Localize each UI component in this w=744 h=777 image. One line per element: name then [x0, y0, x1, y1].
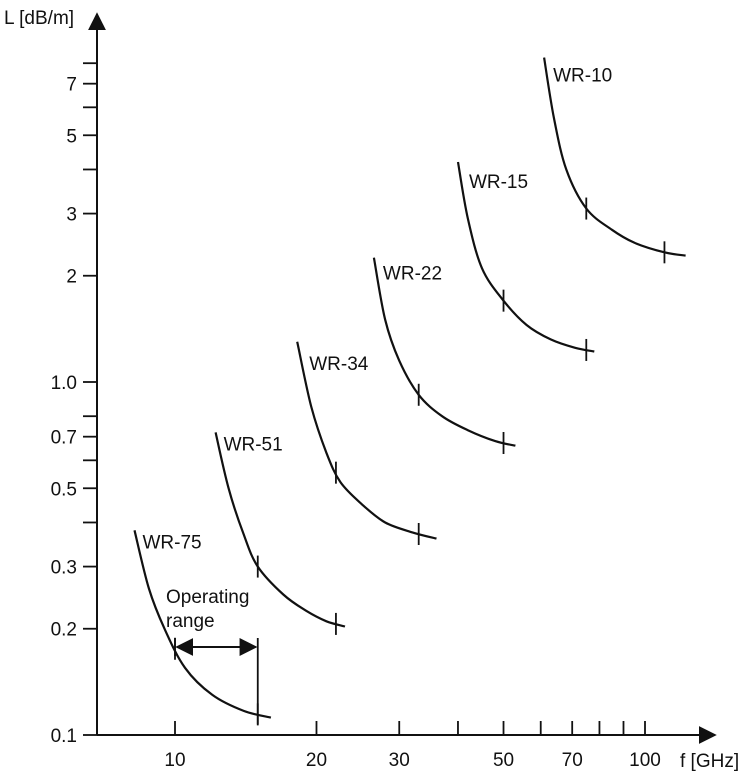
y-tick-label: 0.7 [51, 428, 77, 449]
operating-range-label-line1: Operating [166, 587, 249, 608]
series-label-wr-10: WR-10 [553, 66, 612, 87]
y-tick-label: 0.1 [51, 726, 77, 747]
curve-wr-75 [133, 530, 272, 719]
y-tick-label: 5 [66, 126, 77, 147]
y-tick-label: 7 [66, 75, 77, 96]
series-label-wr-15: WR-15 [469, 172, 528, 193]
y-tick-label: 2 [66, 267, 77, 288]
y-tick-label: 0.2 [51, 620, 77, 641]
series-label-wr-34: WR-34 [309, 354, 369, 375]
series-label-wr-51: WR-51 [224, 434, 283, 455]
y-tick-label: 0.3 [51, 558, 77, 579]
x-axis-title: f [GHz] [680, 751, 739, 772]
x-tick-label: 10 [164, 750, 185, 771]
curve-wr-10 [543, 57, 686, 257]
series-label-wr-75: WR-75 [142, 532, 201, 553]
y-tick-label: 0.5 [51, 479, 77, 500]
y-tick-label: 3 [66, 205, 77, 226]
x-tick-label: 70 [562, 750, 583, 771]
x-tick-label: 50 [493, 750, 514, 771]
x-tick-label: 100 [629, 750, 661, 771]
x-tick-label: 20 [306, 750, 327, 771]
x-tick-label: 30 [389, 750, 410, 771]
series-label-wr-22: WR-22 [383, 264, 442, 285]
curve-wr-22 [372, 257, 516, 447]
curve-wr-51 [214, 432, 346, 628]
curve-wr-34 [296, 341, 437, 540]
y-axis-title: L [dB/m] [4, 8, 74, 29]
curve-wr-15 [456, 161, 595, 353]
operating-range-label-line2: range [166, 611, 215, 632]
y-tick-label: 1.0 [51, 373, 77, 394]
